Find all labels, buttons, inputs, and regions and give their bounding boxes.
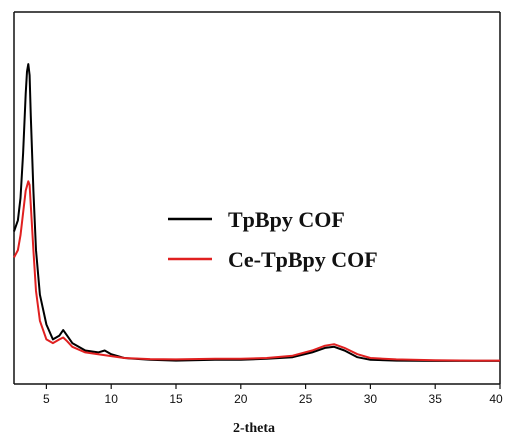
x-axis-title: 2-theta (233, 421, 275, 436)
x-tick-label-5: 5 (43, 392, 50, 406)
x-ticks (45, 384, 501, 389)
x-tick-label-10: 10 (105, 392, 119, 406)
x-tick-label-35: 35 (429, 392, 443, 406)
legend: TpBpy COF Ce-TpBpy COF (168, 207, 378, 272)
series-line-0 (13, 63, 500, 362)
x-tick-label-15: 15 (169, 392, 183, 406)
x-tick-label-40: 40 (489, 392, 503, 406)
legend-label-tpbpy: TpBpy COF (228, 207, 345, 232)
plot-frame (13, 11, 501, 385)
x-tick-label-20: 20 (234, 392, 248, 406)
series-lines (13, 63, 500, 362)
x-tick-label-30: 30 (364, 392, 378, 406)
x-tick-label-25: 25 (299, 392, 313, 406)
legend-label-ce-tpbpy: Ce-TpBpy COF (228, 247, 378, 272)
series-line-1 (13, 180, 500, 362)
x-tick-labels: 5 10 15 20 25 30 35 40 (43, 392, 503, 406)
